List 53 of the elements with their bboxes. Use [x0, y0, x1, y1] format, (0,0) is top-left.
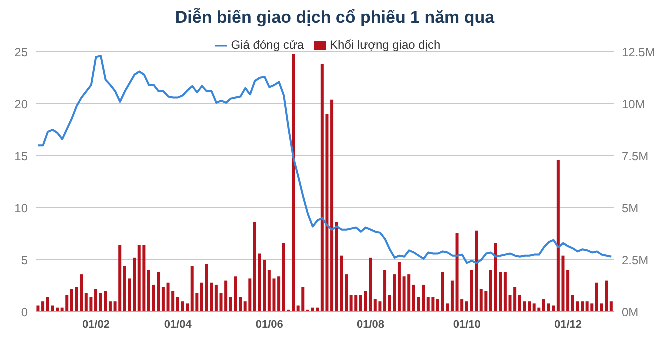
bar — [384, 270, 387, 312]
bar — [133, 258, 136, 312]
bar — [278, 276, 281, 312]
y-tick-label: 10 — [14, 201, 28, 216]
x-tick-label: 01/12 — [554, 318, 582, 331]
bar — [186, 304, 190, 312]
bar — [436, 300, 440, 312]
y-tick-label: 15 — [14, 149, 28, 164]
bar — [42, 302, 45, 312]
bar — [398, 262, 401, 312]
y-tick-label: 0 — [21, 305, 28, 320]
y-tick-label: 20 — [14, 97, 28, 112]
bar — [292, 54, 296, 312]
bar — [504, 272, 507, 312]
x-tick-label: 01/04 — [164, 318, 193, 331]
y-tick-label: 5 — [21, 253, 28, 268]
bar — [253, 222, 256, 312]
bar — [581, 302, 584, 312]
bar — [542, 300, 546, 312]
y2-tick-label: 10M — [622, 97, 646, 112]
x-tick-label: 01/10 — [453, 318, 481, 331]
bar — [475, 230, 478, 312]
x-tick-label: 01/08 — [356, 318, 385, 331]
y-tick-label: 25 — [14, 45, 28, 60]
y2-tick-label: 7.5M — [622, 149, 649, 164]
bar — [344, 274, 348, 312]
bar — [422, 284, 426, 312]
bar — [148, 270, 151, 312]
y2-tick-label: 5M — [622, 201, 639, 216]
bar — [214, 284, 218, 312]
bar — [450, 280, 454, 312]
y2-tick-label: 2.5M — [622, 253, 649, 268]
legend-label: Khối lượng giao dịch — [330, 38, 441, 52]
bar — [70, 289, 74, 312]
bar — [94, 289, 98, 312]
y2-tick-label: 12.5M — [622, 45, 656, 60]
bar — [330, 100, 334, 312]
bar — [108, 302, 112, 312]
bar — [162, 287, 165, 312]
bar — [489, 270, 492, 312]
y2-tick-label: 0M — [622, 305, 639, 320]
x-tick-label: 01/06 — [256, 318, 284, 331]
bar — [595, 282, 598, 312]
line-series — [37, 55, 613, 264]
bar — [566, 270, 570, 312]
bar — [359, 295, 362, 312]
bar — [239, 297, 242, 312]
bar — [610, 302, 613, 312]
legend-label: Giá đóng cửa — [231, 38, 304, 52]
bar — [200, 282, 204, 312]
x-tick-label: 01/02 — [82, 318, 110, 331]
bar — [528, 302, 532, 312]
chart-title: Diễn biến giao dịch cổ phiếu 1 năm qua — [174, 8, 496, 29]
